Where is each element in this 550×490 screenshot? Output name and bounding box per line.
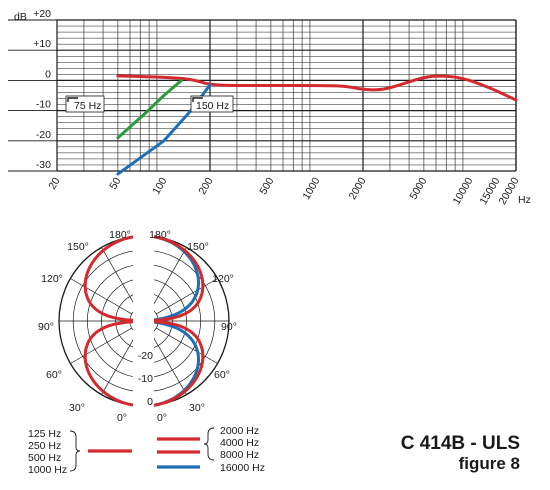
legend-right-freq-2: 4000 Hz [220, 437, 259, 449]
polar-angle-label-right: 30° [189, 402, 205, 414]
freq-series-line-0 [116, 74, 518, 102]
x-unit-label: Hz [518, 194, 531, 206]
legend-right-freq-1: 2000 Hz [220, 425, 259, 437]
legend-left-brace [69, 430, 81, 472]
annotation-150hz: 150 Hz [190, 95, 234, 113]
polar-series-mid [143, 234, 205, 408]
freq-series-line-1 [116, 78, 183, 140]
freq-y-tick-label: -10 [36, 99, 51, 111]
polar-spoke [101, 247, 138, 309]
freq-x-tick-label: 20 [46, 175, 62, 191]
y-unit-label: dB [14, 11, 27, 23]
polar-center-gap [133, 228, 154, 414]
polar-angle-label-left: 90° [38, 321, 54, 333]
legend-right-brace [203, 427, 215, 461]
legend-right: 2000 Hz 4000 Hz 8000 Hz 16000 Hz [157, 425, 265, 474]
polar-spoke [150, 247, 187, 309]
polar-angle-label-left: 120° [41, 273, 63, 285]
frequency-grid [8, 19, 517, 172]
polar-spoke [101, 333, 138, 395]
polar-spoke [156, 327, 218, 364]
legend-left: 125 Hz 250 Hz 500 Hz 1000 Hz [28, 428, 132, 476]
freq-y-tick-label: +20 [33, 8, 51, 20]
polar-angle-label-left: 180° [109, 229, 131, 241]
polar-angle-labels: 180° 180° 150° 150° 120° 120° 90° 90° 60° 60° 30° 3… [38, 229, 237, 424]
polar-curves [83, 234, 205, 408]
polar-angle-label-right: 60° [214, 369, 230, 381]
legend-left-freq-3: 500 Hz [28, 452, 61, 464]
polar-radial-label: -10 [138, 373, 153, 385]
polar-angle-label-right: 0° [157, 412, 167, 424]
polar-spoke [150, 333, 187, 395]
polar-angle-label-right: 180° [149, 229, 171, 241]
freq-y-tick-label: -30 [36, 159, 51, 171]
polar-radial-label: -20 [138, 350, 153, 362]
freq-y-tick-label: -20 [36, 129, 51, 141]
polar-angle-label-left: 30° [69, 402, 85, 414]
polar-angle-label-left: 150° [67, 241, 89, 253]
freq-y-tick-label: +10 [33, 38, 51, 50]
polar-angle-label-left: 0° [117, 412, 127, 424]
legend-left-freq-2: 250 Hz [28, 440, 61, 452]
model-subtitle: figure 8 [459, 454, 520, 473]
polar-spoke [70, 278, 132, 315]
model-name: C 414B - ULS [401, 433, 520, 454]
legend-right-freq-3: 8000 Hz [220, 449, 259, 461]
polar-angle-label-left: 60° [46, 369, 62, 381]
annotation-150hz-label: 150 Hz [196, 100, 229, 112]
polar-radial-label: 0 [147, 396, 153, 408]
freq-x-tick-label: 50 [107, 175, 123, 191]
annotation-75hz-label: 75 Hz [74, 100, 101, 112]
legend-left-freq-4: 1000 Hz [28, 464, 67, 476]
polar-spoke [70, 327, 132, 364]
annotation-75hz: 75 Hz [65, 95, 105, 113]
freq-y-tick-label: 0 [45, 68, 51, 80]
legend-right-freq-4: 16000 Hz [220, 462, 265, 474]
polar-series-low [83, 234, 145, 408]
polar-angle-label-right: 90° [221, 321, 237, 333]
legend-left-freq-1: 125 Hz [28, 428, 61, 440]
polar-angle-label-right: 120° [212, 273, 234, 285]
polar-spoke [156, 278, 218, 315]
polar-angle-label-right: 150° [187, 241, 209, 253]
